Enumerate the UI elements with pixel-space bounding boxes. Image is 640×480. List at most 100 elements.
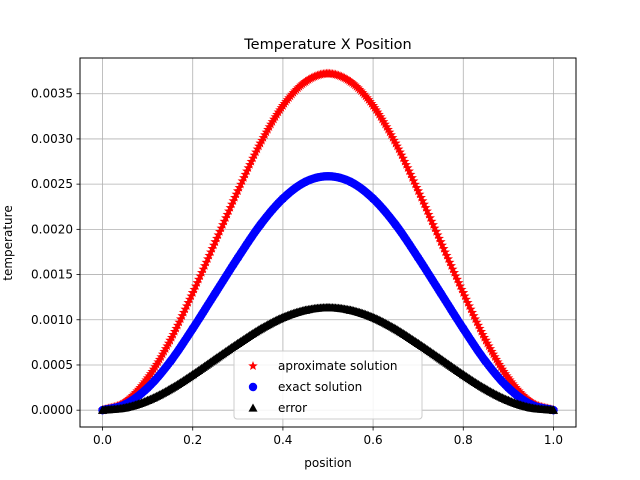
data-point [446, 260, 456, 270]
data-point [398, 153, 408, 163]
legend-marker [248, 382, 258, 392]
data-point [368, 100, 378, 110]
data-point [476, 326, 487, 336]
data-point [354, 84, 365, 94]
data-point [356, 86, 366, 96]
data-point [391, 220, 400, 229]
data-point [497, 364, 508, 374]
data-point [396, 150, 407, 160]
data-point [484, 341, 494, 351]
data-point [377, 114, 387, 124]
y-tick-label: 0.0000 [31, 403, 73, 417]
data-point [142, 373, 153, 383]
legend-label-aproximate-solution: aproximate solution [278, 359, 398, 373]
data-point [508, 379, 518, 389]
data-point [374, 109, 384, 119]
data-point [487, 346, 497, 356]
data-point [469, 310, 479, 320]
data-point [417, 195, 428, 206]
legend-label-error: error [278, 401, 307, 415]
data-point [435, 236, 446, 246]
data-point [425, 212, 435, 223]
data-point [233, 253, 243, 263]
data-point [440, 247, 450, 257]
data-point [348, 79, 359, 89]
data-point [386, 129, 396, 140]
data-point [426, 216, 437, 226]
data-point [402, 162, 413, 173]
data-point [381, 121, 392, 131]
data-point [363, 94, 374, 104]
data-point [165, 357, 175, 366]
data-point [353, 83, 363, 93]
data-point [301, 177, 310, 187]
data-point [481, 335, 491, 345]
data-point [360, 91, 371, 101]
data-point [404, 166, 414, 176]
data-point [514, 386, 524, 396]
data-point [500, 368, 511, 378]
data-point [255, 138, 266, 148]
data-point [346, 305, 356, 314]
data-point [256, 220, 265, 229]
x-tick-label: 0.8 [454, 433, 473, 447]
data-point [405, 169, 416, 179]
legend-marker [248, 403, 258, 412]
legend: aproximate solution exact solution error [233, 350, 423, 420]
data-point [391, 324, 401, 333]
data-point [441, 250, 452, 260]
data-point [509, 380, 520, 390]
data-point [548, 405, 558, 414]
x-tick-label: 0.6 [364, 433, 383, 447]
data-point [503, 395, 513, 405]
data-point [517, 389, 527, 399]
data-point [210, 236, 221, 246]
data-point [188, 369, 198, 379]
y-axis-label: temperature [1, 205, 15, 280]
data-point [436, 354, 446, 363]
data-point [384, 127, 395, 137]
data-point [401, 159, 411, 169]
data-point [143, 395, 153, 405]
data-point [481, 357, 491, 366]
data-point [428, 219, 438, 229]
data-point [515, 387, 526, 397]
legend-label-exact-solution: exact solution [278, 380, 362, 394]
data-point [478, 329, 488, 339]
data-point [511, 382, 521, 392]
data-point [233, 338, 243, 347]
data-point [393, 144, 404, 154]
legend-box [233, 350, 423, 420]
chart-title: Temperature X Position [243, 37, 411, 53]
data-point [503, 373, 514, 383]
data-point [346, 177, 355, 187]
data-point [187, 287, 198, 297]
data-point [255, 324, 265, 333]
data-point [496, 361, 506, 371]
data-point [431, 226, 441, 236]
data-point [323, 303, 333, 312]
data-point [278, 100, 288, 110]
data-point [458, 369, 468, 379]
data-point [143, 383, 152, 393]
y-tick-label: 0.0015 [31, 268, 73, 282]
data-point [357, 87, 368, 97]
data-point [278, 312, 288, 321]
data-point [459, 324, 468, 333]
data-point [493, 357, 503, 367]
y-tick-label: 0.0005 [31, 358, 73, 372]
data-point [494, 359, 505, 369]
data-point [506, 377, 517, 387]
series-error [98, 303, 558, 414]
data-point [463, 297, 473, 307]
data-point [413, 186, 423, 196]
data-point [436, 288, 445, 298]
legend-marker [248, 361, 258, 371]
x-tick-label: 0.0 [93, 433, 112, 447]
data-point [449, 267, 460, 277]
data-point [429, 223, 440, 233]
x-tick-label: 0.4 [273, 433, 292, 447]
data-point [491, 354, 502, 364]
data-point [499, 366, 509, 376]
